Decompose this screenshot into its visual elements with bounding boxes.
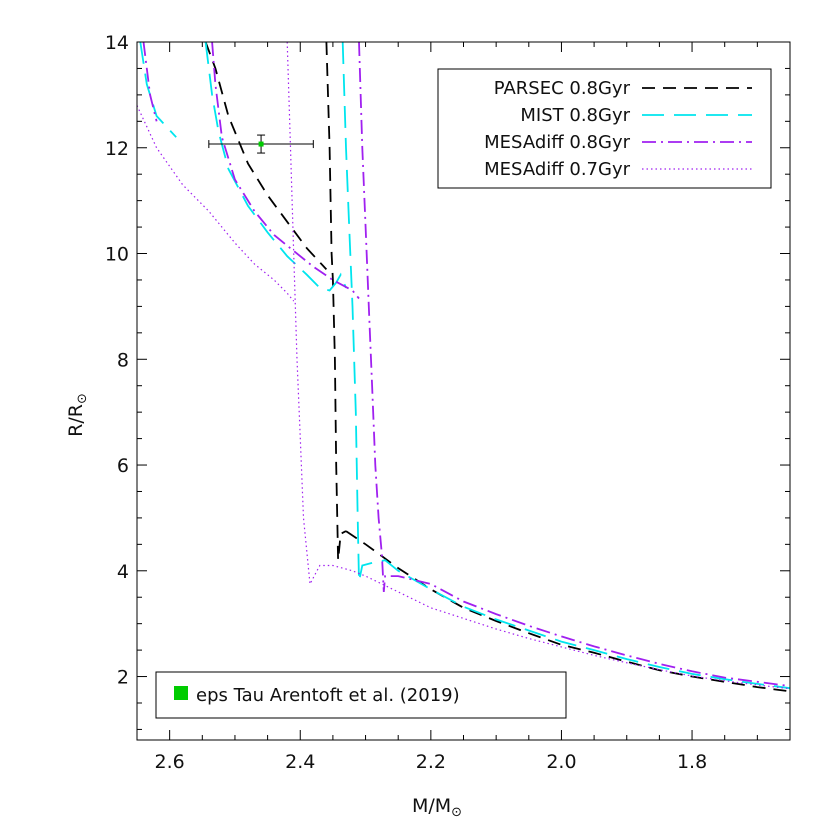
series-line-mist-0-8gyr (139, 42, 177, 138)
y-tick-label: 6 (117, 455, 129, 477)
series-parsec-0-8gyr (204, 42, 790, 693)
series-line-mesadiff-0-8gyr (358, 42, 790, 687)
observation-layer (208, 134, 314, 154)
observation-point (258, 141, 264, 147)
x-tick-label: 2.0 (546, 751, 576, 773)
series-line-parsec-0-8gyr (325, 42, 347, 561)
y-axis-title-main: R/R (65, 404, 87, 437)
y-tick-label: 12 (105, 138, 129, 160)
x-axis-title-main: M/M (412, 795, 451, 817)
x-tick-label: 2.4 (285, 751, 315, 773)
x-axis: 2.6 2.4 2.2 2.0 1.8 (136, 42, 791, 773)
series-line-mist-0-8gyr (204, 42, 347, 292)
x-tick-label: 2.6 (155, 751, 185, 773)
legend-label-mesadiff-0-8gyr: MESAdiff 0.8Gyr (484, 132, 630, 153)
series-mesadiff-0-8gyr (142, 42, 790, 687)
legend-label-parsec-0-8gyr: PARSEC 0.8Gyr (494, 78, 631, 99)
series-mesadiff-0-7gyr (137, 42, 790, 690)
series-line-parsec-0-8gyr (345, 530, 790, 693)
y-tick-label: 8 (117, 349, 129, 371)
observation-legend-box (155, 671, 567, 719)
y-axis-title-sub: ⊙ (75, 393, 90, 404)
series-line-mist-0-8gyr (341, 42, 790, 690)
legend-label-mist-0-8gyr: MIST 0.8Gyr (520, 105, 630, 126)
y-axis: 2 4 6 8 10 12 14 (105, 32, 790, 730)
series-line-mesadiff-0-7gyr (137, 105, 295, 302)
observation-legend-marker (174, 686, 188, 700)
y-tick-label: 2 (117, 667, 129, 689)
x-tick-label: 1.8 (677, 751, 707, 773)
observation-legend-label: eps Tau Arentoft et al. (2019) (196, 685, 460, 706)
x-axis-title-sub: ⊙ (451, 805, 462, 820)
legend-entries: PARSEC 0.8Gyr MIST 0.8Gyr MESAdiff 0.8Gyr M… (484, 78, 752, 180)
x-axis-title: M/M⊙ (412, 795, 462, 820)
series-line-mesadiff-0-7gyr (286, 42, 790, 690)
series-layer (137, 42, 790, 693)
observation-legend: eps Tau Arentoft et al. (2019) (155, 671, 567, 719)
series-line-mesadiff-0-8gyr (142, 42, 158, 122)
y-axis-title: R/R⊙ (65, 393, 90, 437)
legend-label-mesadiff-0-7gyr: MESAdiff 0.7Gyr (484, 159, 630, 180)
series-line-parsec-0-8gyr (204, 42, 328, 271)
y-tick-label: 14 (105, 32, 129, 54)
legend: PARSEC 0.8Gyr MIST 0.8Gyr MESAdiff 0.8Gyr M… (437, 68, 772, 189)
x-tick-label: 2.2 (416, 751, 446, 773)
y-tick-label: 10 (105, 244, 129, 266)
series-line-mesadiff-0-8gyr (211, 42, 360, 300)
y-tick-label: 4 (117, 561, 129, 583)
